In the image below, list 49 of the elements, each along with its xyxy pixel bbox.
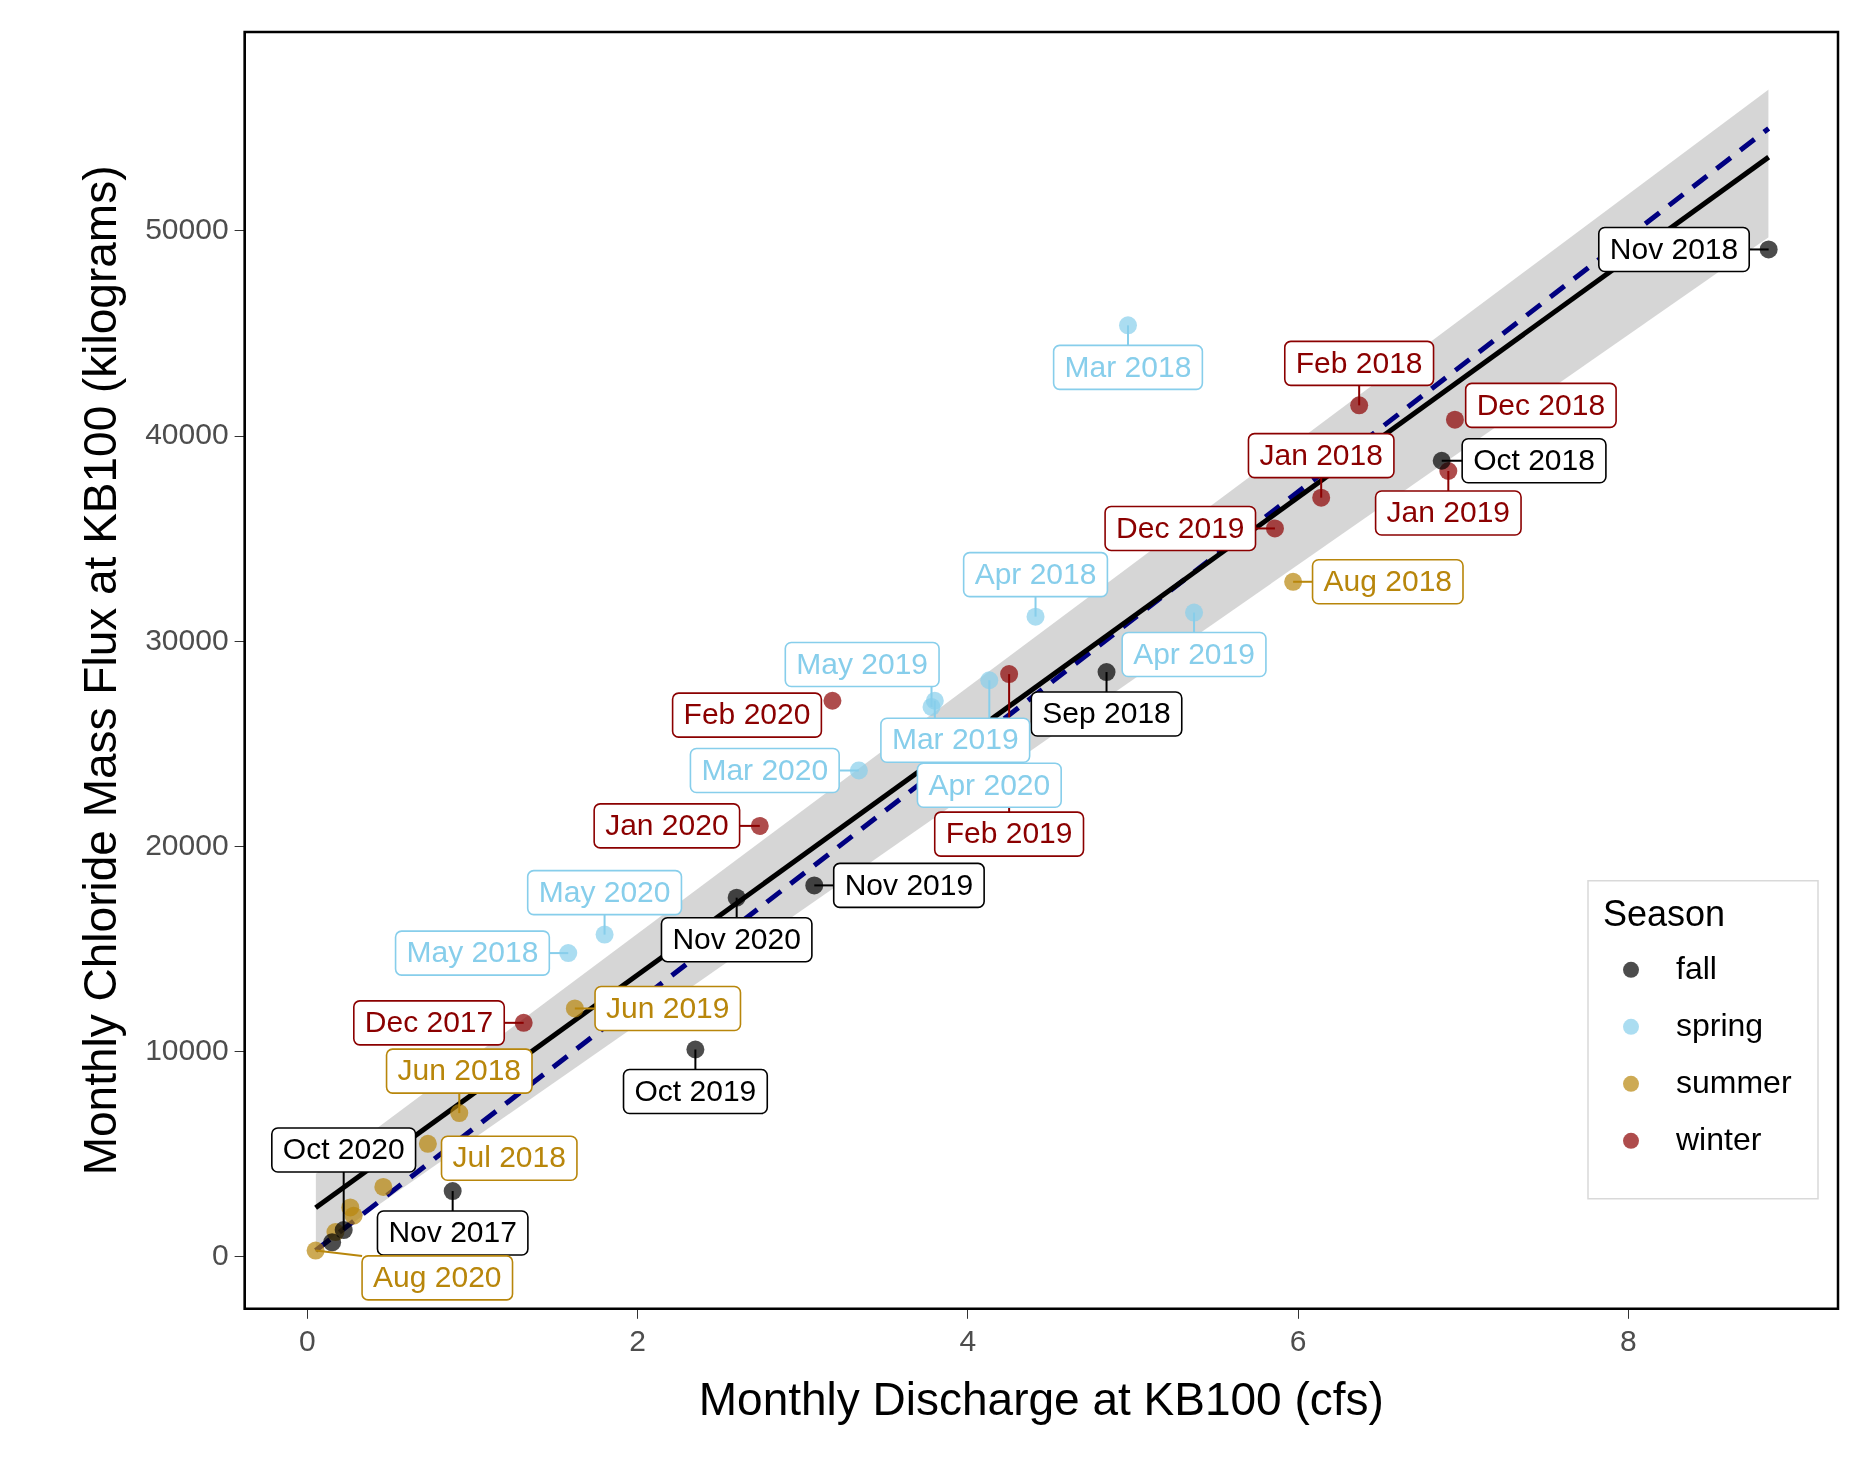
data-label: Feb 2019: [945, 816, 1073, 850]
data-label: Dec 2018: [1476, 387, 1606, 421]
y-axis-title: Monthly Chloride Mass Flux at KB100 (kilograms): [74, 165, 127, 1176]
data-label: Feb 2018: [1295, 345, 1423, 379]
data-label: Mar 2020: [701, 752, 829, 786]
legend-label: winter: [1675, 1120, 1762, 1157]
x-axis-title: Monthly Discharge at KB100 (cfs): [698, 1373, 1384, 1426]
data-label: Jul 2018: [452, 1140, 566, 1174]
data-label: Oct 2020: [282, 1132, 405, 1166]
x-tick-label: 8: [1619, 1324, 1637, 1358]
data-label: Jan 2020: [605, 808, 729, 842]
y-tick-label: 40000: [145, 417, 229, 451]
data-label: Oct 2018: [1473, 443, 1595, 477]
data-label: Nov 2017: [388, 1215, 517, 1249]
data-label: Mar 2019: [891, 722, 1019, 756]
data-label: Jun 2019: [606, 990, 730, 1024]
data-label: Nov 2019: [844, 867, 974, 901]
legend-label: summer: [1676, 1063, 1792, 1100]
data-label: Aug 2020: [373, 1260, 502, 1294]
y-tick-label: 20000: [145, 827, 229, 861]
data-label: Dec 2017: [364, 1005, 494, 1039]
data-label: Nov 2018: [1609, 231, 1739, 265]
x-tick-label: 6: [1289, 1324, 1307, 1358]
data-label: Aug 2018: [1323, 564, 1452, 598]
data-label: May 2018: [406, 935, 539, 969]
data-label: Apr 2019: [1133, 636, 1255, 670]
data-label: Dec 2019: [1116, 510, 1245, 544]
y-tick-label: 50000: [145, 212, 229, 246]
legend-label: spring: [1676, 1006, 1764, 1043]
legend-label: fall: [1676, 949, 1717, 986]
data-label: Nov 2020: [672, 921, 801, 955]
data-label: Apr 2018: [974, 556, 1097, 590]
data-label: Apr 2020: [928, 767, 1051, 801]
y-tick-label: 0: [211, 1237, 229, 1271]
y-tick-label: 10000: [145, 1032, 229, 1066]
data-label: Mar 2018: [1064, 349, 1192, 383]
data-label: May 2019: [796, 646, 929, 680]
data-label: Sep 2018: [1042, 696, 1171, 730]
data-label: Jun 2018: [397, 1053, 521, 1087]
data-label: Jan 2019: [1386, 495, 1511, 529]
data-label: Jan 2018: [1259, 437, 1383, 471]
x-tick-label: 4: [959, 1324, 977, 1358]
data-label: Oct 2019: [634, 1073, 757, 1107]
data-label: Feb 2020: [683, 697, 811, 731]
y-tick-label: 30000: [145, 622, 229, 656]
x-tick-label: 0: [299, 1324, 316, 1358]
data-label: May 2020: [538, 874, 671, 908]
legend-title: Season: [1603, 892, 1726, 934]
x-tick-label: 2: [629, 1324, 646, 1358]
